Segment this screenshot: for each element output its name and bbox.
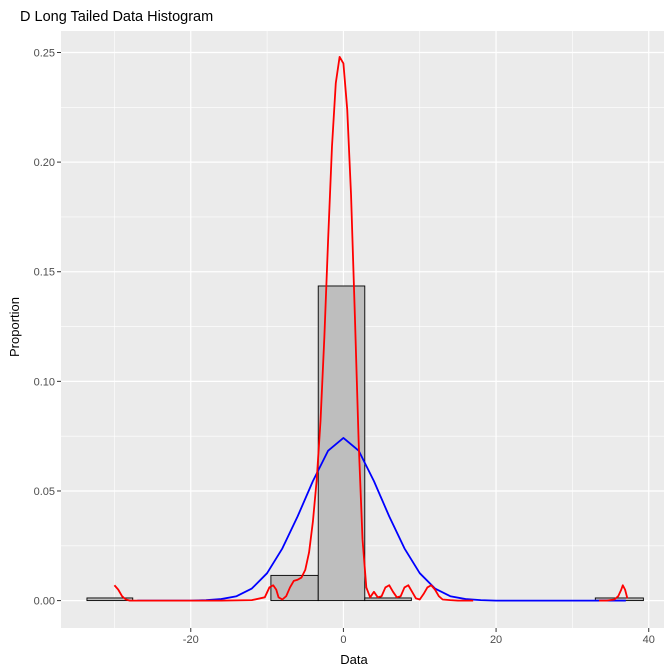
x-tick-label: -20: [183, 634, 199, 646]
y-tick-label: 0.05: [34, 486, 55, 498]
y-tick-label: 0.20: [34, 157, 55, 169]
y-tick-label: 0.15: [34, 267, 55, 279]
histogram-bar: [86, 597, 134, 602]
y-tick-label: 0.10: [34, 376, 55, 388]
y-axis-title: Proportion: [7, 297, 22, 357]
x-tick-label: 0: [340, 634, 346, 646]
x-tick-label: 20: [490, 634, 502, 646]
chart-title: D Long Tailed Data Histogram: [20, 9, 213, 25]
density-tail-line: [599, 584, 629, 602]
normal-curve-line: [137, 437, 626, 602]
density-curve-line: [113, 55, 474, 602]
y-tick-label: 0.25: [34, 47, 55, 59]
x-axis-title: Data: [340, 652, 368, 667]
histogram-bar: [317, 285, 366, 602]
histogram-bar: [364, 597, 412, 602]
y-tick-label: 0.00: [34, 596, 55, 608]
curve-lines: [113, 55, 629, 602]
x-tick-label: 40: [643, 634, 655, 646]
axes: -20 0 20 40 0.00 0.05 0.10 0.15 0.20 0.25: [34, 47, 655, 646]
